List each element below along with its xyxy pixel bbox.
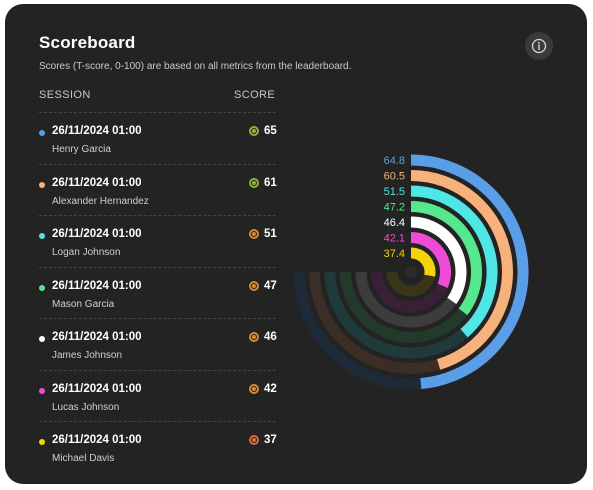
score-level-icon [249,383,259,394]
session-color-dot [39,130,45,136]
ring-value-label: 42.1 [384,233,405,245]
info-button[interactable] [525,32,553,60]
session-column-header: SESSION [39,89,91,101]
session-color-dot [39,233,45,239]
info-icon [531,38,547,54]
session-row[interactable]: 26/11/2024 01:00 Lucas Johnson 42 [39,380,277,431]
session-player-name: Mason Garcia [52,298,115,310]
session-date: 26/11/2024 01:00 [52,176,142,189]
session-color-dot [39,439,45,445]
session-score: 37 [264,434,277,446]
session-row[interactable]: 26/11/2024 01:00 Alexander Hernandez 61 [39,174,277,225]
session-player-name: Alexander Hernandez [52,195,149,207]
session-player-name: Lucas Johnson [52,401,120,413]
ring-bar[interactable] [410,201,482,316]
session-row[interactable]: 26/11/2024 01:00 Michael Davis 37 [39,431,277,482]
row-divider [39,215,276,216]
row-divider [39,266,276,268]
ring-bar[interactable] [410,247,436,277]
ring-bar[interactable] [410,185,498,338]
ring-value-label: 47.2 [384,202,405,214]
session-date: 26/11/2024 01:00 [52,228,142,240]
ring-bar[interactable] [410,170,513,370]
score-level-icon [249,435,259,445]
session-date: 26/11/2024 01:00 [52,382,142,395]
session-score: 61 [264,176,277,189]
page-title: Scoreboard [39,33,136,52]
score-column-header: SCORE [234,89,276,101]
ring-value-label: 46.4 [384,217,405,229]
score-level-icon [249,332,259,342]
session-date: 26/11/2024 01:00 [52,331,142,343]
session-player-name: Henry Garcia [52,144,111,155]
score-level-icon [249,126,259,136]
session-row[interactable]: 26/11/2024 01:00 James Johnson 46 [39,328,277,379]
ring-value-label: 64.8 [384,155,405,167]
session-score: 65 [264,125,277,137]
page-subtitle: Scores (T-score, 0-100) are based on all… [39,61,352,72]
ring-value-label: 60.5 [384,171,405,183]
session-player-name: Logan Johnson [52,247,121,258]
session-score: 42 [264,382,277,395]
ring-value-label: 51.5 [384,186,405,198]
row-divider [39,163,276,165]
session-row[interactable]: 26/11/2024 01:00 Henry Garcia 65 [39,122,277,173]
radial-score-chart: 64.8 60.5 51.5 47.2 46.4 42.1 37.4 [293,154,529,390]
session-color-dot [39,284,45,291]
row-divider [39,112,276,113]
session-player-name: Michael Davis [52,453,115,464]
session-score: 51 [264,228,277,240]
session-row[interactable]: 26/11/2024 01:00 Mason Garcia 47 [39,277,277,328]
session-row[interactable]: 26/11/2024 01:00 Logan Johnson 51 [39,225,277,276]
row-divider [39,369,276,371]
ring-bar[interactable] [410,154,529,390]
session-date: 26/11/2024 01:00 [52,279,142,292]
score-level-icon [249,229,259,239]
score-level-icon [249,177,259,188]
scoreboard-card: Scoreboard Scores (T-score, 0-100) are b… [5,4,587,484]
session-color-dot [39,387,45,394]
session-date: 26/11/2024 01:00 [52,125,142,137]
session-player-name: James Johnson [52,350,123,361]
chart-center-hub [405,266,417,278]
session-color-dot [39,181,45,188]
ring-bar[interactable] [410,232,451,289]
session-color-dot [39,336,45,342]
ring-bar[interactable] [410,216,467,305]
session-score: 46 [264,331,277,343]
score-level-icon [249,280,259,291]
session-date: 26/11/2024 01:00 [52,434,142,446]
row-divider [39,421,276,422]
ring-value-label: 37.4 [384,248,405,260]
row-divider [39,318,276,319]
session-score: 47 [264,279,277,292]
